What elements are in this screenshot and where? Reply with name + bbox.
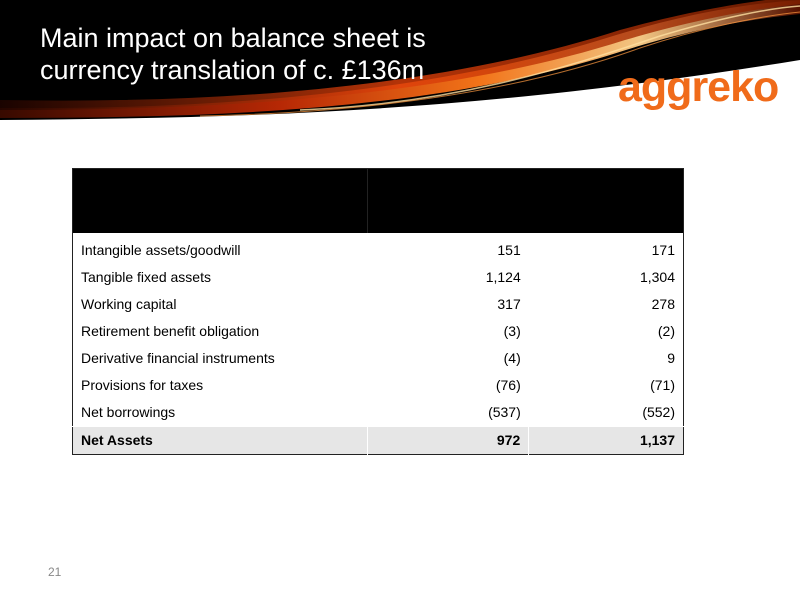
row-value-1h14: (4) xyxy=(503,350,521,366)
row-value-1h13: 1,304 xyxy=(639,269,675,285)
slide-title-line-2: currency translation of c. £136m xyxy=(40,55,425,85)
slide-title: Main impact on balance sheet is currency… xyxy=(40,22,426,86)
flame-swoosh-graphic xyxy=(0,0,800,120)
row-value-1h14: (3) xyxy=(503,323,521,339)
row-value-1h13: 171 xyxy=(651,242,675,258)
page-number: 21 xyxy=(48,565,62,579)
row-label: Intangible assets/goodwill xyxy=(81,242,241,258)
row-label: Working capital xyxy=(81,296,177,312)
table-row: Retirement benefit obligation (3) (2) xyxy=(73,318,684,345)
row-value-1h13: (552) xyxy=(642,404,675,420)
table-row: Working capital 317 278 xyxy=(73,291,684,318)
aggreko-logo: aggreko xyxy=(618,63,779,111)
header-cell-1h14: 1H14 xyxy=(366,168,529,233)
table-header-row: £m 1H14 1H13 xyxy=(72,168,684,233)
row-value-1h14: (76) xyxy=(495,377,521,393)
table-row: Intangible assets/goodwill 151 171 xyxy=(73,233,684,264)
table-row: Net borrowings (537) (552) xyxy=(73,399,684,427)
header-cell-unit: £m xyxy=(81,192,102,209)
slide-title-line-1: Main impact on balance sheet is xyxy=(40,23,426,53)
balance-sheet-table: £m 1H14 1H13 Intangible assets/goodwill … xyxy=(72,168,684,455)
row-value-1h14: (537) xyxy=(488,404,521,420)
header-banner: Main impact on balance sheet is currency… xyxy=(0,0,800,120)
table-total-row: Net Assets 972 1,137 xyxy=(72,425,684,454)
total-value-1h14: 972 xyxy=(366,425,529,454)
total-label: Net Assets xyxy=(72,425,368,454)
total-value-1h13: 1,137 xyxy=(528,425,684,454)
table-row: Provisions for taxes (76) (71) xyxy=(73,372,684,399)
row-label: Net borrowings xyxy=(81,404,176,420)
row-label: Tangible fixed assets xyxy=(81,269,211,285)
row-value-1h14: 317 xyxy=(497,296,521,312)
row-value-1h14: 1,124 xyxy=(485,269,521,285)
header-cell-1h13: 1H13 xyxy=(641,192,675,209)
row-value-1h13: (71) xyxy=(650,377,675,393)
row-label: Retirement benefit obligation xyxy=(81,323,260,339)
table-row: Tangible fixed assets 1,124 1,304 xyxy=(73,264,684,291)
row-label: Provisions for taxes xyxy=(81,377,204,393)
row-label: Derivative financial instruments xyxy=(81,350,275,366)
row-value-1h13: 278 xyxy=(651,296,675,312)
row-value-1h13: (2) xyxy=(657,323,675,339)
row-value-1h14: 151 xyxy=(497,242,521,258)
row-value-1h13: 9 xyxy=(667,350,675,366)
table-row: Derivative financial instruments (4) 9 xyxy=(73,345,684,372)
